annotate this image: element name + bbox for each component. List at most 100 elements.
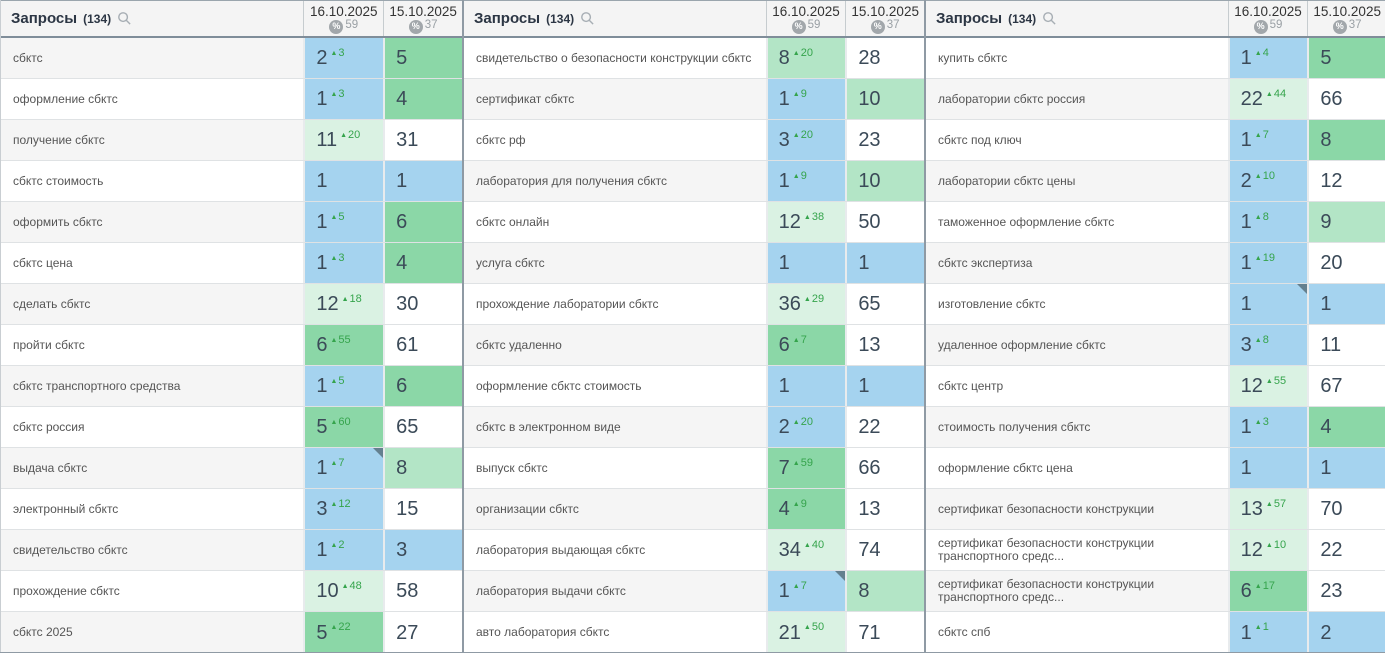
position-cell[interactable]: 1 bbox=[1227, 284, 1308, 324]
position-cell[interactable]: 5 ▲ 22 bbox=[303, 612, 384, 652]
query-cell[interactable]: авто лаборатория сбктс bbox=[476, 625, 610, 639]
position-cell[interactable]: 1 bbox=[765, 366, 846, 406]
query-cell[interactable]: лаборатории сбктс цены bbox=[926, 161, 1228, 201]
position-cell[interactable]: 4 bbox=[1307, 407, 1385, 447]
query-cell[interactable]: сбктс спб bbox=[938, 625, 991, 639]
position-cell[interactable]: 3 ▲ 20 bbox=[765, 120, 846, 160]
query-cell[interactable]: сбктс цена bbox=[13, 255, 73, 270]
query-cell[interactable]: сбктс онлайн bbox=[476, 214, 550, 229]
position-cell[interactable]: 1 ▲ 4 bbox=[1227, 38, 1308, 78]
query-cell[interactable]: таможенное оформление сбктс bbox=[938, 214, 1115, 229]
position-cell[interactable]: 1 bbox=[845, 366, 924, 406]
date-column-header[interactable]: 16.10.2025 % 59 bbox=[1227, 1, 1308, 36]
position-cell[interactable]: 4 bbox=[383, 79, 462, 119]
position-cell[interactable]: 2 ▲ 3 bbox=[303, 38, 384, 78]
position-cell[interactable]: 8 bbox=[1307, 120, 1385, 160]
query-cell[interactable]: электронный сбктс bbox=[13, 501, 119, 516]
query-cell[interactable]: сертификат безопасности конструкции тран… bbox=[938, 536, 1155, 563]
query-cell[interactable]: пройти сбктс bbox=[13, 337, 85, 352]
position-cell[interactable]: 65 bbox=[383, 407, 462, 447]
position-cell[interactable]: 22 ▲ 44 bbox=[1227, 79, 1308, 119]
query-cell[interactable]: сбктс центр bbox=[938, 378, 1004, 393]
query-cell[interactable]: сертификат безопасности конструкции тран… bbox=[926, 571, 1228, 611]
position-cell[interactable]: 1 bbox=[1307, 284, 1385, 324]
position-cell[interactable]: 12 ▲ 18 bbox=[303, 284, 384, 324]
query-cell[interactable]: сбктс удаленно bbox=[464, 325, 766, 365]
position-cell[interactable]: 12 ▲ 10 bbox=[1227, 530, 1308, 570]
position-cell[interactable]: 1 ▲ 3 bbox=[1227, 407, 1308, 447]
position-cell[interactable]: 31 bbox=[383, 120, 462, 160]
position-cell[interactable]: 1 bbox=[1227, 448, 1308, 488]
position-cell[interactable]: 4 bbox=[383, 243, 462, 283]
position-cell[interactable]: 2 bbox=[1307, 612, 1385, 652]
percent-badge-icon[interactable]: % bbox=[1253, 19, 1268, 34]
query-cell[interactable]: получение сбктс bbox=[1, 120, 304, 160]
position-cell[interactable]: 5 bbox=[1307, 38, 1385, 78]
position-cell[interactable]: 9 bbox=[1307, 202, 1385, 242]
query-cell[interactable]: лаборатория выдающая сбктс bbox=[476, 542, 646, 557]
position-cell[interactable]: 3 ▲ 12 bbox=[303, 489, 384, 529]
position-cell[interactable]: 1 ▲ 7 bbox=[765, 571, 846, 611]
search-icon[interactable] bbox=[1042, 11, 1057, 26]
position-cell[interactable]: 23 bbox=[845, 120, 924, 160]
query-cell[interactable]: купить сбктс bbox=[938, 50, 1008, 65]
query-cell[interactable]: выдача сбктс bbox=[1, 448, 304, 488]
position-cell[interactable]: 50 bbox=[845, 202, 924, 242]
position-cell[interactable]: 11 bbox=[1307, 325, 1385, 365]
query-cell[interactable]: сбктс 2025 bbox=[1, 612, 304, 652]
position-cell[interactable]: 1 ▲ 5 bbox=[303, 366, 384, 406]
position-cell[interactable]: 74 bbox=[845, 530, 924, 570]
position-cell[interactable]: 70 bbox=[1307, 489, 1385, 529]
position-cell[interactable]: 1 bbox=[765, 243, 846, 283]
query-cell[interactable]: сбктс рф bbox=[476, 132, 526, 147]
position-cell[interactable]: 15 bbox=[383, 489, 462, 529]
queries-column-header[interactable]: Запросы (134) bbox=[926, 1, 1228, 36]
queries-column-header[interactable]: Запросы (134) bbox=[464, 1, 766, 36]
position-cell[interactable]: 10 bbox=[845, 161, 924, 201]
position-cell[interactable]: 8 ▲ 20 bbox=[765, 38, 846, 78]
position-cell[interactable]: 66 bbox=[1307, 79, 1385, 119]
date-column-header[interactable]: 16.10.2025 % 59 bbox=[765, 1, 846, 36]
query-cell[interactable]: сбктс транспортного средства bbox=[1, 366, 304, 406]
position-cell[interactable]: 7 ▲ 59 bbox=[765, 448, 846, 488]
position-cell[interactable]: 13 bbox=[845, 489, 924, 529]
position-cell[interactable]: 10 ▲ 48 bbox=[303, 571, 384, 611]
position-cell[interactable]: 1 bbox=[383, 161, 462, 201]
position-cell[interactable]: 28 bbox=[845, 38, 924, 78]
position-cell[interactable]: 1 ▲ 1 bbox=[1227, 612, 1308, 652]
percent-badge-icon[interactable]: % bbox=[408, 19, 423, 34]
position-cell[interactable]: 6 ▲ 17 bbox=[1227, 571, 1308, 611]
query-cell[interactable]: сделать сбктс bbox=[1, 284, 304, 324]
date-column-header[interactable]: 15.10.2025 % 37 bbox=[383, 1, 462, 36]
query-cell[interactable]: сбктс стоимость bbox=[13, 173, 104, 188]
position-cell[interactable]: 12 ▲ 55 bbox=[1227, 366, 1308, 406]
query-cell[interactable]: прохождение сбктс bbox=[13, 583, 120, 598]
position-cell[interactable]: 71 bbox=[845, 612, 924, 652]
position-cell[interactable]: 11 ▲ 20 bbox=[303, 120, 384, 160]
query-cell[interactable]: оформление сбктс цена bbox=[938, 460, 1073, 475]
search-icon[interactable] bbox=[580, 11, 595, 26]
position-cell[interactable]: 3 ▲ 8 bbox=[1227, 325, 1308, 365]
position-cell[interactable]: 3 bbox=[383, 530, 462, 570]
query-cell[interactable]: оформление сбктс bbox=[13, 91, 118, 106]
date-column-header[interactable]: 15.10.2025 % 37 bbox=[845, 1, 924, 36]
position-cell[interactable]: 1 ▲ 7 bbox=[1227, 120, 1308, 160]
percent-badge-icon[interactable]: % bbox=[791, 19, 806, 34]
search-icon[interactable] bbox=[117, 11, 132, 26]
position-cell[interactable]: 5 bbox=[383, 38, 462, 78]
position-cell[interactable]: 21 ▲ 50 bbox=[765, 612, 846, 652]
query-cell[interactable]: сбктс экспертиза bbox=[926, 243, 1228, 283]
query-cell[interactable]: организации сбктс bbox=[464, 489, 766, 529]
position-cell[interactable]: 2 ▲ 20 bbox=[765, 407, 846, 447]
date-column-header[interactable]: 15.10.2025 % 37 bbox=[1307, 1, 1385, 36]
query-cell[interactable]: оформление сбктс стоимость bbox=[476, 378, 642, 393]
position-cell[interactable]: 2 ▲ 10 bbox=[1227, 161, 1308, 201]
position-cell[interactable]: 20 bbox=[1307, 243, 1385, 283]
position-cell[interactable]: 65 bbox=[845, 284, 924, 324]
position-cell[interactable]: 22 bbox=[1307, 530, 1385, 570]
percent-badge-icon[interactable]: % bbox=[1332, 19, 1347, 34]
query-cell[interactable]: лаборатория выдачи сбктс bbox=[464, 571, 766, 611]
position-cell[interactable]: 8 bbox=[383, 448, 462, 488]
position-cell[interactable]: 10 bbox=[845, 79, 924, 119]
query-cell[interactable]: прохождение лаборатории сбктс bbox=[476, 296, 659, 311]
